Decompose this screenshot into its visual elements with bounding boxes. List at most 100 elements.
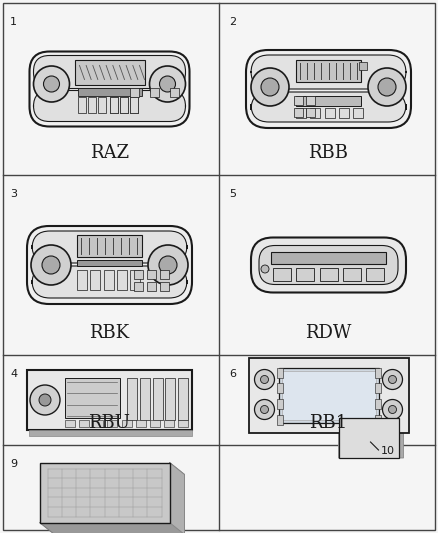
Circle shape xyxy=(254,369,275,390)
Text: 3: 3 xyxy=(10,189,17,199)
Bar xyxy=(39,463,170,522)
Bar xyxy=(296,96,361,106)
Circle shape xyxy=(148,245,188,285)
Circle shape xyxy=(261,78,279,96)
Circle shape xyxy=(389,376,396,384)
Circle shape xyxy=(159,76,176,92)
Bar xyxy=(374,415,381,424)
Bar xyxy=(359,62,367,70)
FancyBboxPatch shape xyxy=(251,92,406,122)
Circle shape xyxy=(382,369,403,390)
Bar xyxy=(319,268,338,280)
Bar xyxy=(149,87,159,96)
Bar xyxy=(78,96,85,112)
Bar xyxy=(248,358,409,432)
Circle shape xyxy=(254,400,275,419)
Bar xyxy=(271,252,386,263)
Bar xyxy=(343,268,361,280)
Bar xyxy=(178,420,188,427)
FancyBboxPatch shape xyxy=(246,50,411,128)
FancyBboxPatch shape xyxy=(29,52,190,126)
Text: 2: 2 xyxy=(229,17,236,27)
Bar xyxy=(134,282,143,291)
Bar xyxy=(147,282,156,291)
Bar xyxy=(130,96,138,112)
Bar xyxy=(282,370,375,419)
FancyBboxPatch shape xyxy=(32,266,187,298)
Bar xyxy=(276,399,283,409)
Bar xyxy=(90,270,100,290)
Bar xyxy=(136,420,145,427)
Bar xyxy=(74,60,145,85)
Bar xyxy=(276,415,283,424)
FancyBboxPatch shape xyxy=(33,91,186,122)
Text: 10: 10 xyxy=(381,446,395,456)
Bar xyxy=(140,378,150,420)
Bar xyxy=(117,270,127,290)
Bar xyxy=(77,235,142,257)
Polygon shape xyxy=(339,418,403,458)
FancyBboxPatch shape xyxy=(251,238,406,293)
Circle shape xyxy=(30,385,60,415)
Bar xyxy=(276,383,283,393)
Circle shape xyxy=(389,406,396,414)
Circle shape xyxy=(149,66,186,102)
Bar xyxy=(147,270,156,279)
Text: RAZ: RAZ xyxy=(90,144,129,162)
Bar xyxy=(374,367,381,377)
Bar xyxy=(296,108,306,118)
Circle shape xyxy=(251,68,289,106)
Circle shape xyxy=(368,68,406,106)
Circle shape xyxy=(43,76,60,92)
Bar xyxy=(29,430,192,436)
Bar xyxy=(366,268,384,280)
Circle shape xyxy=(261,406,268,414)
Bar xyxy=(165,378,175,420)
Bar xyxy=(130,96,138,112)
Bar xyxy=(374,383,381,393)
Text: 4: 4 xyxy=(10,369,17,379)
Circle shape xyxy=(39,394,51,406)
Text: 5: 5 xyxy=(229,189,236,199)
Polygon shape xyxy=(39,463,184,533)
FancyBboxPatch shape xyxy=(27,226,192,304)
Bar xyxy=(164,420,174,427)
Bar xyxy=(88,96,95,112)
Bar xyxy=(374,399,381,409)
Bar xyxy=(130,87,138,96)
Bar xyxy=(310,108,320,118)
Circle shape xyxy=(261,376,268,384)
Bar xyxy=(306,96,315,105)
Bar xyxy=(110,96,117,112)
Bar xyxy=(353,108,363,118)
Bar xyxy=(152,378,162,420)
Bar xyxy=(120,96,127,112)
Polygon shape xyxy=(170,463,184,533)
Circle shape xyxy=(378,78,396,96)
FancyBboxPatch shape xyxy=(32,231,187,263)
Bar xyxy=(107,420,117,427)
Bar xyxy=(98,96,106,112)
Bar xyxy=(306,108,315,117)
Text: RBB: RBB xyxy=(308,144,349,162)
Bar xyxy=(110,96,117,112)
Circle shape xyxy=(31,245,71,285)
Bar xyxy=(78,87,141,95)
Bar xyxy=(279,367,378,423)
Bar xyxy=(150,420,160,427)
Text: 1: 1 xyxy=(10,17,17,27)
Text: 9: 9 xyxy=(10,459,17,469)
Circle shape xyxy=(42,256,60,274)
Circle shape xyxy=(33,66,70,102)
Bar xyxy=(93,420,103,427)
Text: RBK: RBK xyxy=(89,324,130,342)
Bar xyxy=(170,87,179,96)
Circle shape xyxy=(159,256,177,274)
Bar xyxy=(178,378,188,420)
FancyBboxPatch shape xyxy=(33,55,186,88)
Bar xyxy=(77,260,142,266)
FancyBboxPatch shape xyxy=(251,55,406,89)
Bar xyxy=(121,420,131,427)
Bar xyxy=(294,108,303,117)
Circle shape xyxy=(382,400,403,419)
